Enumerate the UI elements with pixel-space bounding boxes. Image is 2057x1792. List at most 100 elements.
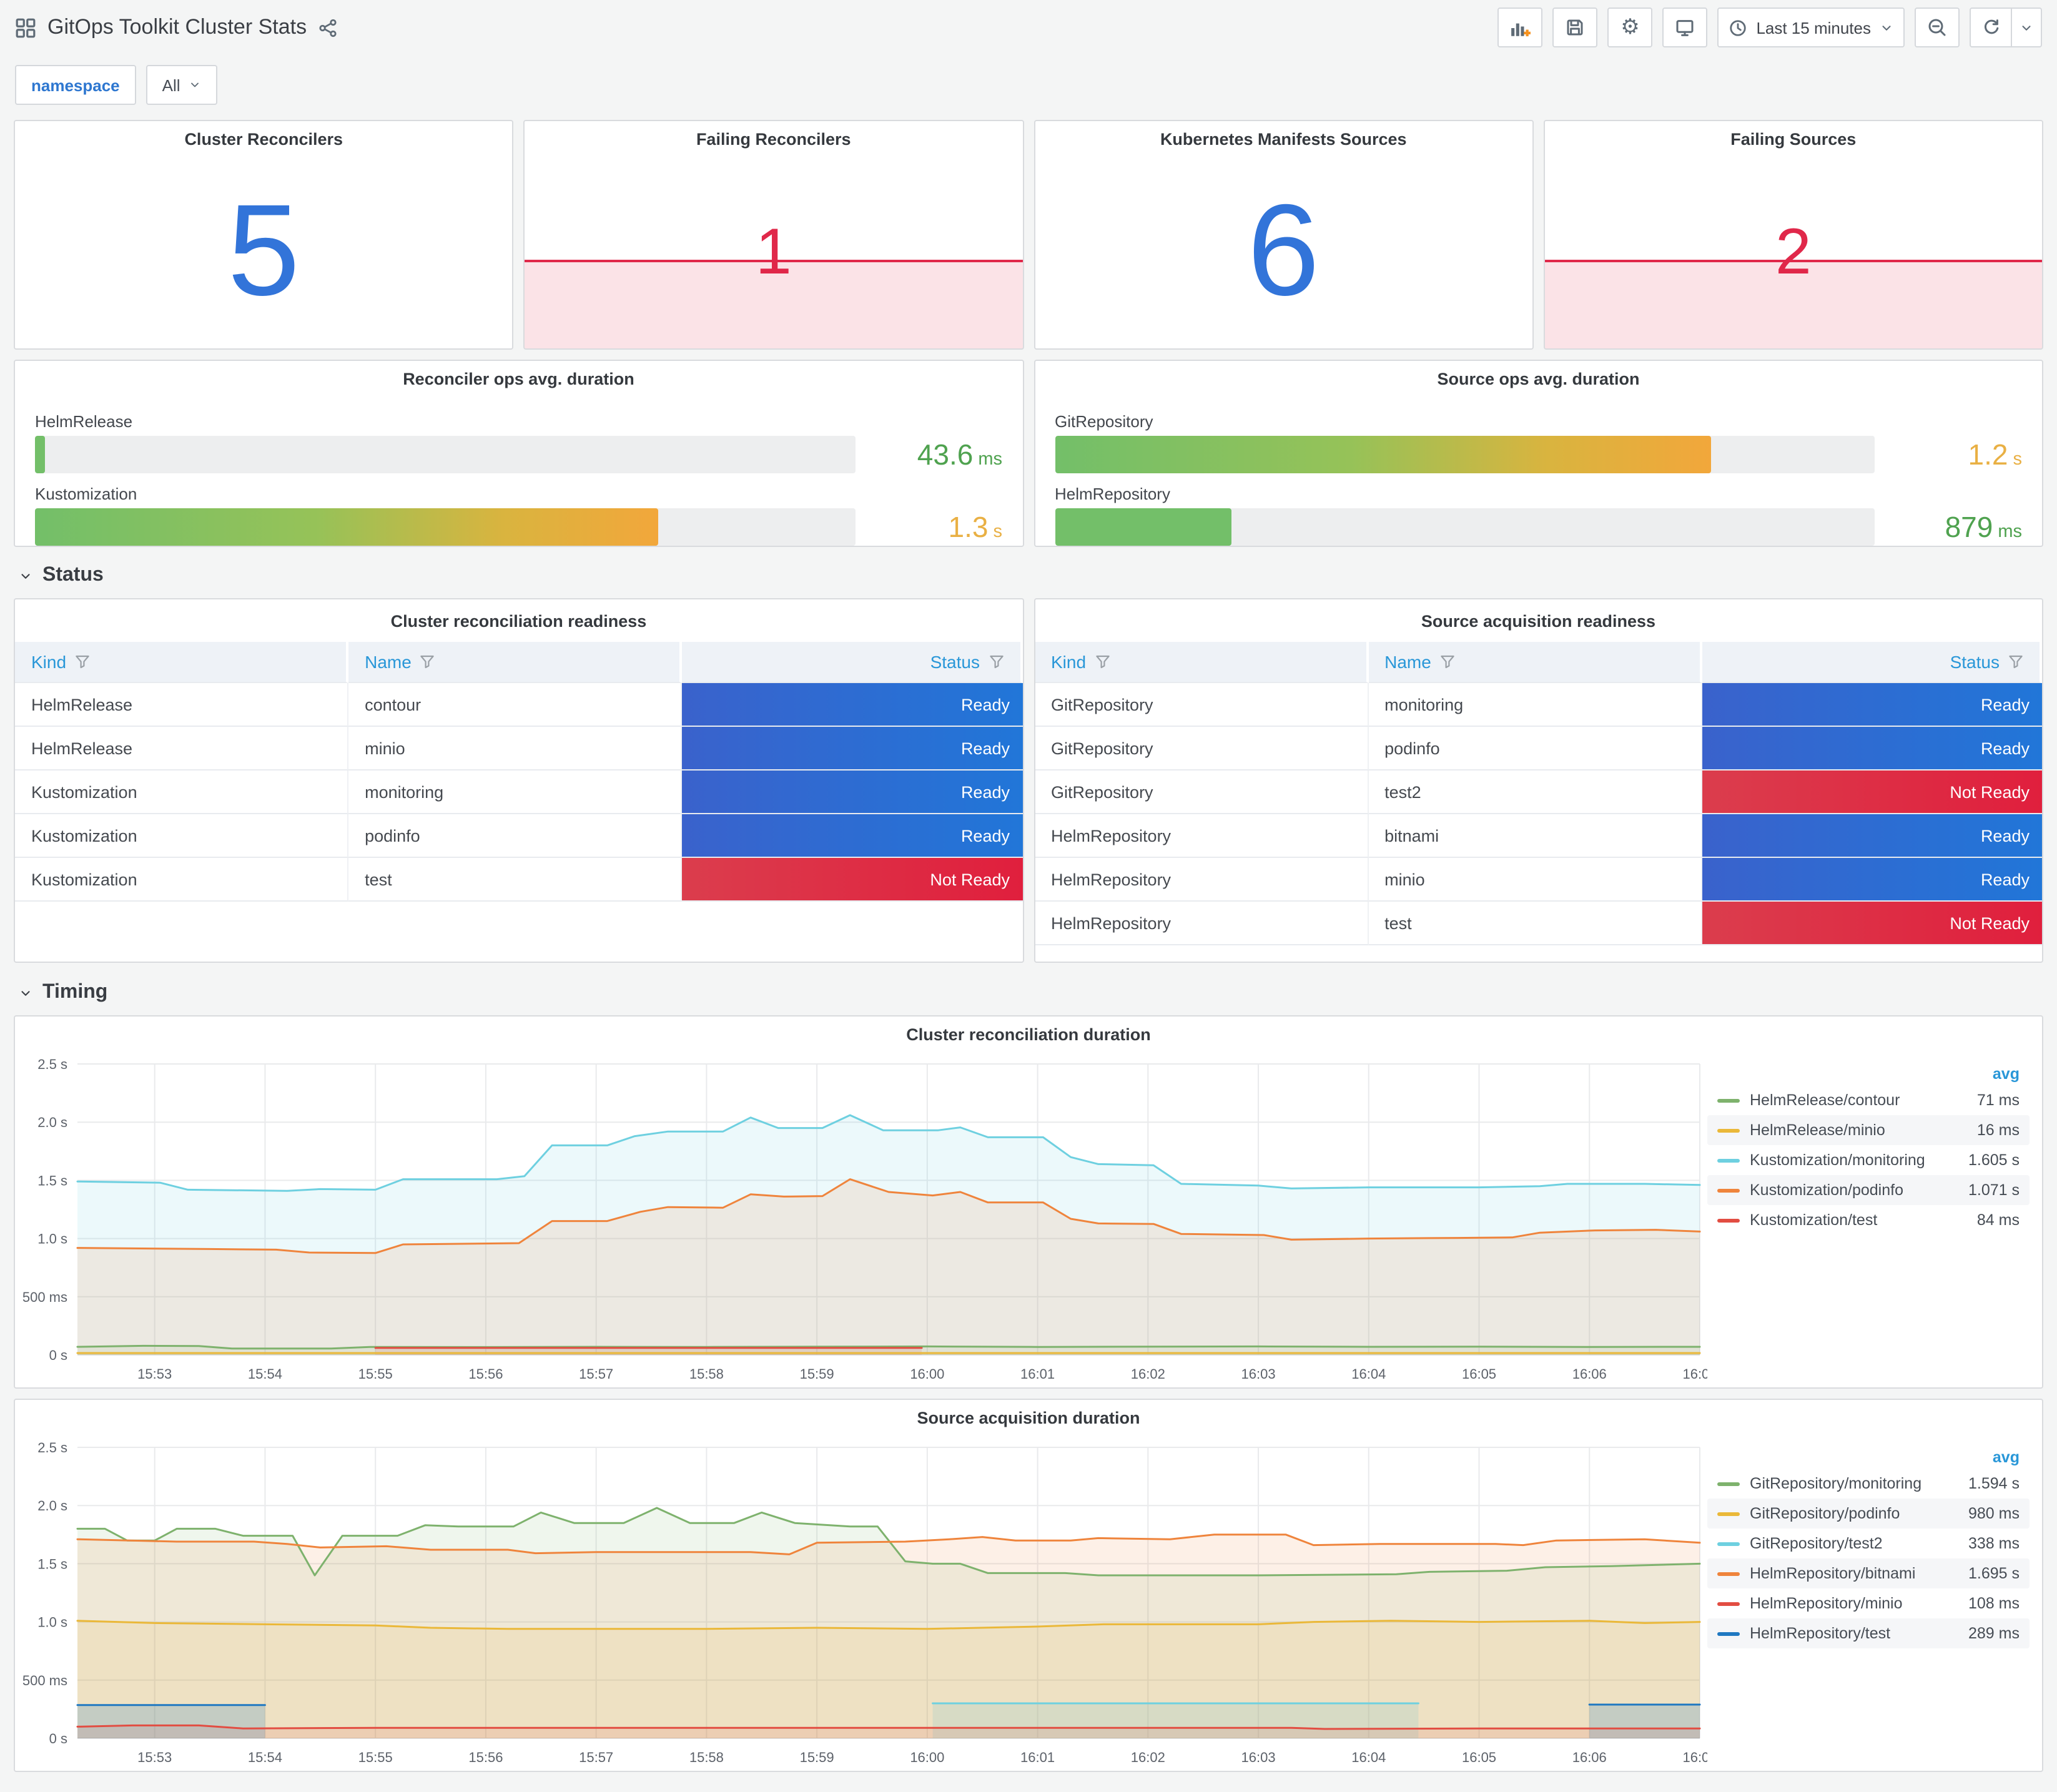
svg-text:15:55: 15:55 <box>358 1750 393 1765</box>
legend-row[interactable]: Kustomization/podinfo 1.071 s <box>1707 1175 2030 1205</box>
filter-funnel-icon[interactable] <box>1095 654 1110 669</box>
gauge-panel: Source ops avg. duration GitRepository 1.2… <box>1033 360 2043 547</box>
stat-body: 1 <box>525 156 1022 348</box>
table-row: HelmRepository bitnami Ready <box>1035 814 2042 858</box>
legend-row[interactable]: Kustomization/monitoring 1.605 s <box>1707 1145 2030 1175</box>
svg-text:16:06: 16:06 <box>1572 1750 1607 1765</box>
cell-name: bitnami <box>1368 814 1702 858</box>
cell-name: test2 <box>1368 770 1702 814</box>
legend-avg-header[interactable]: avg <box>1992 1448 2020 1465</box>
gauge-value-number: 1.2 <box>1968 438 2008 470</box>
settings-button[interactable]: ⚙ <box>1607 7 1653 47</box>
page-title: GitOps Toolkit Cluster Stats <box>47 15 307 39</box>
save-dashboard-button[interactable] <box>1552 7 1598 47</box>
filter-funnel-icon[interactable] <box>2008 654 2023 669</box>
panel-title[interactable]: Source ops avg. duration <box>1437 369 1640 388</box>
cell-name: minio <box>1368 858 1702 902</box>
legend-avg-header[interactable]: avg <box>1992 1065 2020 1082</box>
legend-row[interactable]: HelmRelease/contour 71 ms <box>1707 1085 2030 1115</box>
tv-mode-button[interactable] <box>1662 7 1708 47</box>
legend-avg-value: 980 ms <box>1968 1505 2020 1522</box>
share-icon[interactable] <box>318 18 337 37</box>
section-status-label: Status <box>42 564 104 586</box>
filter-funnel-icon[interactable] <box>1440 654 1455 669</box>
panel-title[interactable]: Failing Sources <box>1730 129 1857 148</box>
panel-title[interactable]: Source acquisition duration <box>917 1408 1140 1427</box>
gauge-row: HelmRepository 879 ms <box>1055 485 2022 546</box>
legend-header-row: avg <box>1707 1445 2030 1469</box>
refresh-interval-caret[interactable] <box>2011 9 2041 46</box>
gauge-value: 879 ms <box>1875 510 2022 544</box>
column-label: Kind <box>31 652 67 672</box>
add-panel-button[interactable] <box>1497 7 1543 47</box>
panel-title[interactable]: Failing Reconcilers <box>696 129 851 148</box>
gauge-track <box>35 436 855 473</box>
section-status[interactable]: Status <box>19 564 2043 587</box>
zoom-out-button[interactable] <box>1915 7 1960 47</box>
filter-funnel-icon[interactable] <box>420 654 435 669</box>
gauge-row: HelmRelease 43.6 ms <box>35 412 1002 473</box>
svg-text:500 ms: 500 ms <box>22 1673 67 1688</box>
legend-row[interactable]: HelmRelease/minio 16 ms <box>1707 1115 2030 1145</box>
gauge-value: 1.3 s <box>855 510 1002 544</box>
refresh-button-group <box>1970 7 2042 47</box>
panel-title[interactable]: Cluster reconciliation duration <box>906 1025 1151 1043</box>
chart-panel: Source acquisition duration 15:53 15:54 15:… <box>14 1399 2043 1772</box>
cell-kind: HelmRepository <box>1035 814 1369 858</box>
panel-title[interactable]: Cluster Reconcilers <box>184 129 343 148</box>
column-label: Status <box>930 652 980 672</box>
namespace-variable-value[interactable]: All <box>146 65 218 105</box>
chart-canvas: 15:53 15:54 15:55 15:56 15:57 15:58 15:59 16:00… <box>22 1440 1707 1765</box>
legend-row[interactable]: GitRepository/podinfo 980 ms <box>1707 1499 2030 1529</box>
cell-kind: Kustomization <box>15 770 349 814</box>
legend-series-dash <box>1717 1572 1740 1575</box>
legend-row[interactable]: GitRepository/test2 338 ms <box>1707 1529 2030 1558</box>
filter-funnel-icon[interactable] <box>989 654 1004 669</box>
legend-row[interactable]: HelmRepository/bitnami 1.695 s <box>1707 1558 2030 1588</box>
legend-row[interactable]: HelmRepository/test 289 ms <box>1707 1618 2030 1648</box>
svg-text:1.5 s: 1.5 s <box>37 1173 67 1188</box>
table-row: GitRepository test2 Not Ready <box>1035 770 2042 814</box>
gauge-row: GitRepository 1.2 s <box>1055 412 2022 473</box>
panel-title[interactable]: Cluster reconciliation readiness <box>390 611 647 630</box>
namespace-variable-label[interactable]: namespace <box>15 65 136 105</box>
table-header-kind[interactable]: Kind <box>1035 642 1369 683</box>
gauge-label: Kustomization <box>35 485 137 503</box>
legend-row[interactable]: Kustomization/test 84 ms <box>1707 1205 2030 1235</box>
gauge-bar: 1.2 s <box>1055 436 2022 473</box>
panel-title[interactable]: Reconciler ops avg. duration <box>403 369 634 388</box>
chevron-down-icon <box>21 573 30 578</box>
legend-series-name: HelmRepository/test <box>1750 1625 1891 1642</box>
svg-text:15:56: 15:56 <box>468 1366 503 1382</box>
table-header-status[interactable]: Status <box>682 642 1022 683</box>
legend-avg-value: 71 ms <box>1976 1091 2020 1109</box>
gauge-label: GitRepository <box>1055 412 1153 431</box>
time-range-picker[interactable]: Last 15 minutes <box>1717 7 1905 47</box>
legend-row[interactable]: HelmRepository/minio 108 ms <box>1707 1588 2030 1618</box>
stat-panel: Cluster Reconcilers 5 <box>14 120 514 350</box>
legend-avg-value: 16 ms <box>1976 1121 2020 1139</box>
svg-text:1.0 s: 1.0 s <box>37 1231 67 1247</box>
threshold-area <box>1544 260 2042 348</box>
filter-funnel-icon[interactable] <box>75 654 90 669</box>
chart-plot: 15:53 15:54 15:55 15:56 15:57 15:58 15:59 16:00… <box>15 1435 1707 1771</box>
table-header-kind[interactable]: Kind <box>15 642 349 683</box>
panel-title[interactable]: Kubernetes Manifests Sources <box>1160 129 1407 148</box>
cell-name: podinfo <box>348 814 683 858</box>
dashboard-grid-icon[interactable] <box>15 17 36 38</box>
gauge-value: 43.6 ms <box>855 438 1002 471</box>
legend-row[interactable]: GitRepository/monitoring 1.594 s <box>1707 1469 2030 1499</box>
refresh-button[interactable] <box>1971 9 2011 46</box>
table-header-name[interactable]: Name <box>1368 642 1702 683</box>
section-timing[interactable]: Timing <box>19 982 2043 1004</box>
gauge-track <box>1055 508 1875 546</box>
table-header-status[interactable]: Status <box>1702 642 2042 683</box>
svg-text:15:54: 15:54 <box>248 1750 282 1765</box>
column-label: Name <box>1384 652 1431 672</box>
stat-value: 6 <box>1247 179 1320 324</box>
table-header-name[interactable]: Name <box>348 642 683 683</box>
legend-series-name: GitRepository/podinfo <box>1750 1505 1900 1522</box>
gauge-track <box>1055 436 1875 473</box>
legend-series-name: Kustomization/test <box>1750 1211 1878 1229</box>
panel-title[interactable]: Source acquisition readiness <box>1421 611 1656 630</box>
